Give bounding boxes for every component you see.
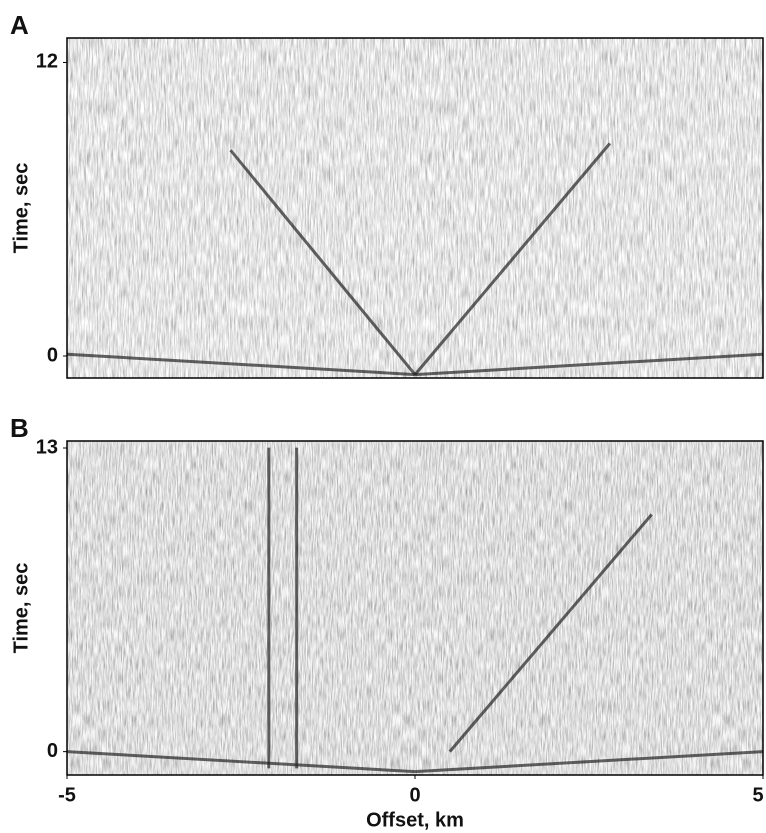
seismic-traces — [67, 38, 763, 378]
y-tick-label: 0 — [47, 344, 58, 366]
panel-label: A — [10, 10, 29, 40]
x-tick-label: -5 — [58, 784, 76, 806]
arrival-event — [229, 149, 417, 376]
y-tick-label: 12 — [36, 51, 58, 73]
arrival-event — [66, 352, 764, 377]
y-axis-label: Time, sec — [10, 563, 32, 654]
y-tick-label: 13 — [36, 436, 58, 458]
arrival-event — [448, 513, 653, 753]
panel-label: B — [10, 413, 29, 443]
y-axis-label: Time, sec — [10, 163, 32, 254]
x-tick-label: 0 — [409, 784, 420, 806]
x-tick-label: 5 — [752, 784, 763, 806]
x-axis-label: Offset, km — [366, 809, 464, 831]
arrival-event — [413, 142, 612, 376]
plot-frame — [66, 37, 764, 379]
arrival-event — [66, 750, 764, 774]
y-tick-label: 0 — [47, 740, 58, 762]
seismic-traces — [67, 441, 763, 775]
